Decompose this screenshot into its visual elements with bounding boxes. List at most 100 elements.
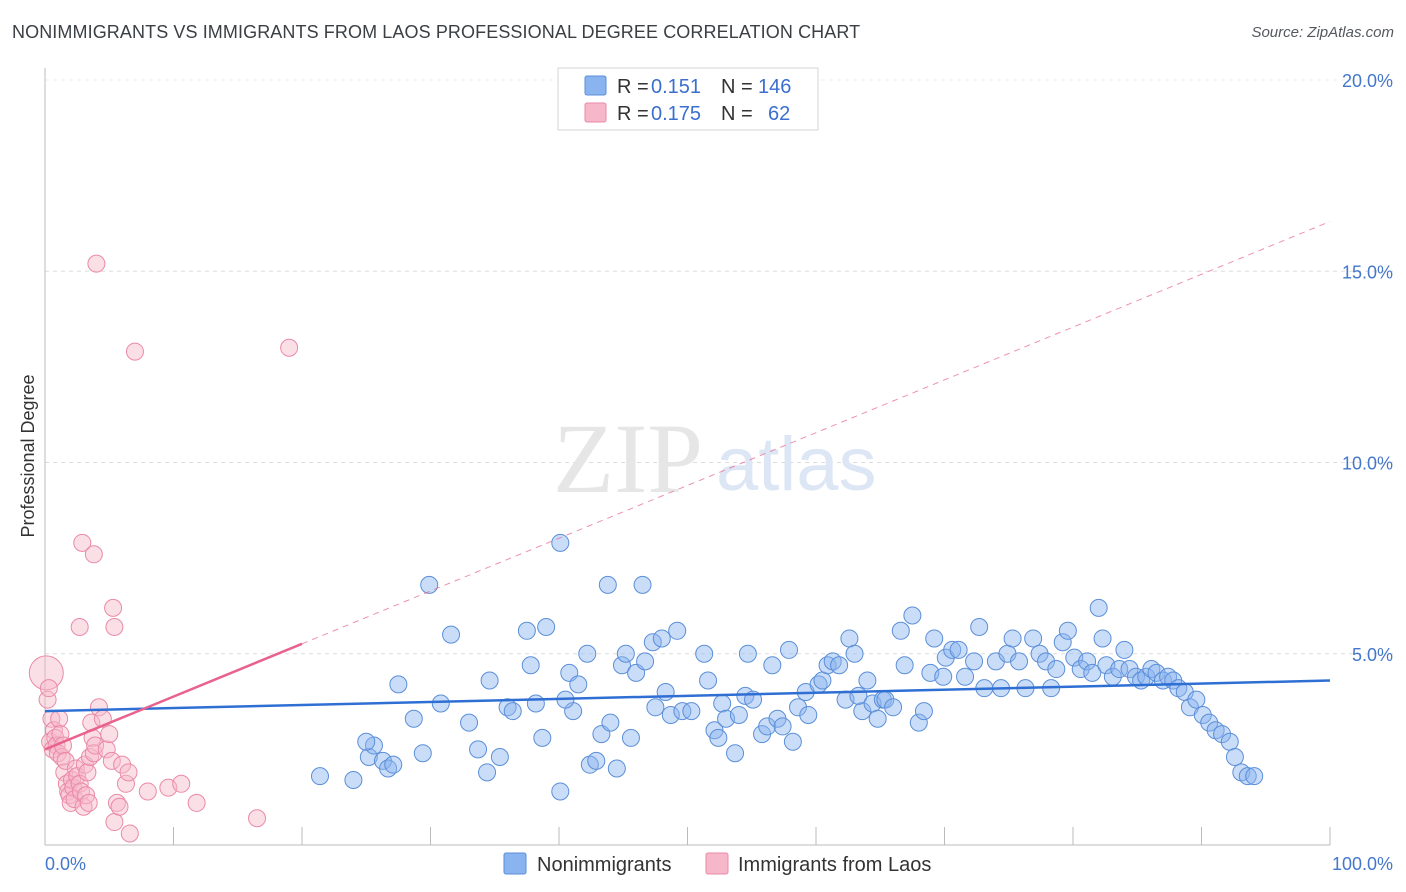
nonimmigrants-point [1115, 640, 1134, 659]
stats-legend-n-label: N = [721, 76, 753, 98]
nonimmigrants-point [1047, 660, 1066, 679]
laos-point [102, 751, 121, 770]
laos-point [104, 598, 123, 617]
laos-point [79, 793, 98, 812]
nonimmigrants-point [868, 709, 887, 728]
laos-point [70, 617, 89, 636]
nonimmigrants-point [1078, 652, 1097, 671]
laos-point [116, 774, 135, 793]
nonimmigrants-point [1037, 652, 1056, 671]
watermark-atlas: atlas [716, 422, 877, 507]
nonimmigrants-point [621, 728, 640, 747]
stats-legend-r-value: 0.175 [651, 103, 701, 125]
nonimmigrants-point [607, 759, 626, 778]
nonimmigrants-point [578, 644, 597, 663]
nonimmigrants-point [357, 732, 376, 751]
laos-point [187, 793, 206, 812]
nonimmigrants-point [612, 656, 631, 675]
nonimmigrants-point [1024, 629, 1043, 648]
chart-title: NONIMMIGRANTS VS IMMIGRANTS FROM LAOS PR… [12, 22, 861, 42]
nonimmigrants-point [914, 702, 933, 721]
nonimmigrants-point [533, 728, 552, 747]
nonimmigrants-point [799, 705, 818, 724]
bottom-legend-swatch-nonimmigrants [503, 852, 527, 875]
nonimmigrants-point [965, 652, 984, 671]
nonimmigrants-point [601, 713, 620, 732]
nonimmigrants-point [699, 671, 718, 690]
y-axis-title: Professional Degree [18, 374, 38, 537]
stats-legend-n-value: 62 [768, 103, 790, 125]
y-tick-label: 10.0% [1342, 454, 1393, 474]
laos-point [39, 679, 58, 698]
nonimmigrants-point [1071, 660, 1090, 679]
nonimmigrants-point [643, 633, 662, 652]
nonimmigrants-point [1220, 732, 1239, 751]
nonimmigrants-point [709, 728, 728, 747]
nonimmigrants-regression-line [44, 679, 1331, 713]
x-tick-label: 0.0% [45, 854, 86, 874]
laos-regression-line [44, 642, 303, 751]
nonimmigrants-point [569, 675, 588, 694]
nonimmigrants-point [830, 656, 849, 675]
watermark-zip: ZIP [553, 403, 703, 514]
nonimmigrants-point [598, 575, 617, 594]
nonimmigrants-point [661, 705, 680, 724]
y-tick-label: 15.0% [1342, 262, 1393, 282]
stats-legend-n-value: 146 [758, 76, 791, 98]
nonimmigrants-point [925, 629, 944, 648]
nonimmigrants-point [1187, 690, 1206, 709]
nonimmigrants-point [480, 671, 499, 690]
laos-point [172, 774, 191, 793]
laos-point [100, 725, 119, 744]
nonimmigrants-point [783, 732, 802, 751]
laos-point [113, 755, 132, 774]
bottom-legend: Nonimmigrants Immigrants from Laos [503, 852, 931, 876]
nonimmigrants-point [895, 656, 914, 675]
nonimmigrants-point [616, 644, 635, 663]
nonimmigrants-point [695, 644, 714, 663]
nonimmigrants-point [1245, 767, 1264, 786]
nonimmigrants-point [551, 782, 570, 801]
nonimmigrants-point [853, 702, 872, 721]
nonimmigrants-point [773, 717, 792, 736]
nonimmigrants-point [646, 698, 665, 717]
nonimmigrants-point [840, 629, 859, 648]
laos-point [56, 751, 75, 770]
nonimmigrants-point [1083, 663, 1102, 682]
nonimmigrants-point [949, 640, 968, 659]
stats-legend-n-label: N = [721, 103, 753, 125]
laos-point [89, 698, 108, 717]
nonimmigrants-point [789, 698, 808, 717]
nonimmigrants-points [310, 533, 1264, 801]
laos-point [105, 617, 124, 636]
nonimmigrants-point [469, 740, 488, 759]
nonimmigrants-point [420, 575, 439, 594]
nonimmigrants-point [537, 617, 556, 636]
nonimmigrants-point [729, 705, 748, 724]
y-tick-label: 5.0% [1352, 645, 1393, 665]
nonimmigrants-point [1093, 629, 1112, 648]
nonimmigrants-point [490, 748, 509, 767]
laos-point [28, 655, 64, 691]
nonimmigrants-point [909, 713, 928, 732]
nonimmigrants-point [652, 629, 671, 648]
nonimmigrants-point [1010, 652, 1029, 671]
nonimmigrants-point [956, 667, 975, 686]
nonimmigrants-point [943, 640, 962, 659]
nonimmigrants-point [858, 671, 877, 690]
nonimmigrants-point [587, 751, 606, 770]
laos-point [110, 797, 129, 816]
nonimmigrants-point [1193, 705, 1212, 724]
laos-point [125, 342, 144, 361]
nonimmigrants-point [526, 694, 545, 713]
nonimmigrants-point [903, 606, 922, 625]
nonimmigrants-point [1030, 644, 1049, 663]
nonimmigrants-point [389, 675, 408, 694]
watermark: ZIP atlas [553, 403, 877, 514]
nonimmigrants-point [1200, 713, 1219, 732]
nonimmigrants-point [849, 686, 868, 705]
laos-point [84, 545, 103, 564]
nonimmigrants-point [404, 709, 423, 728]
nonimmigrants-point [1110, 660, 1129, 679]
nonimmigrants-point [1147, 663, 1166, 682]
